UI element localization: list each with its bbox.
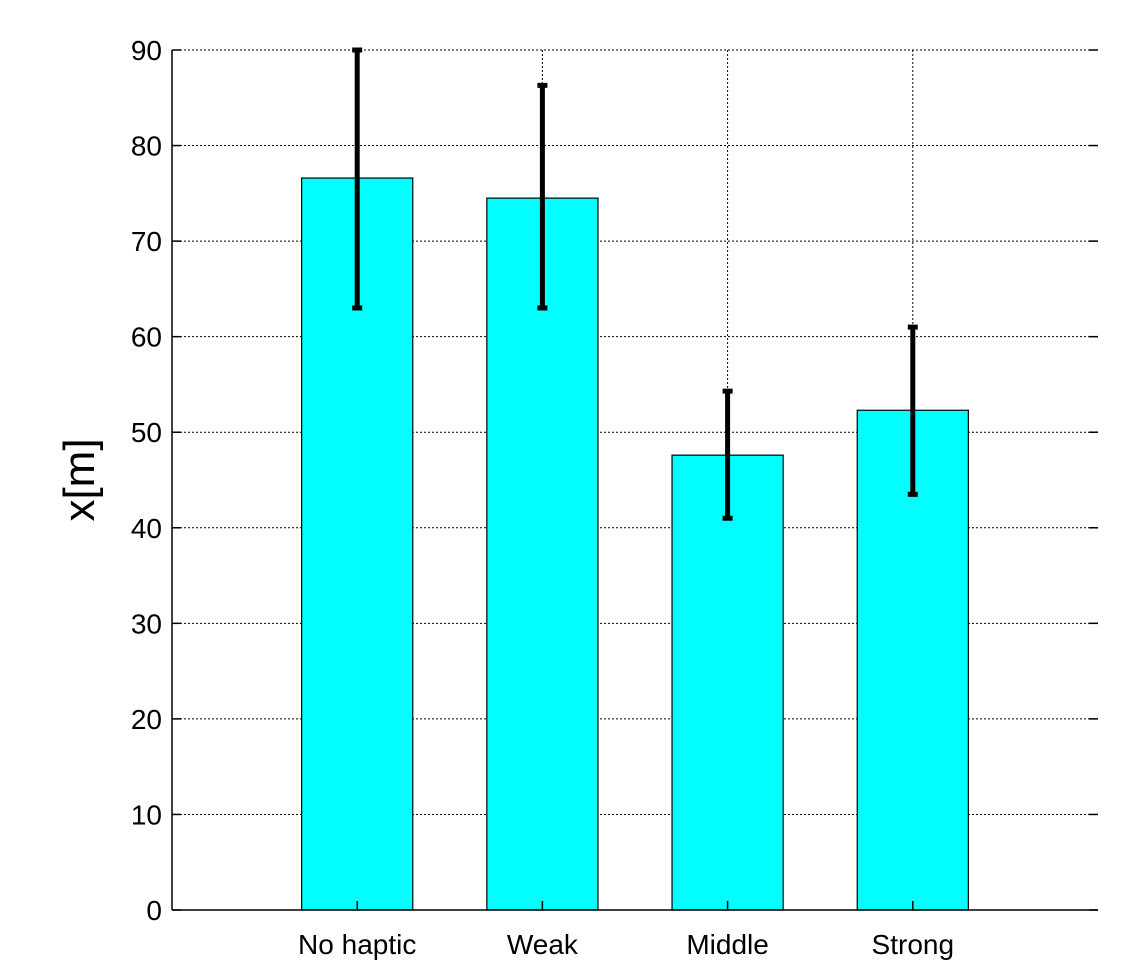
error-bars	[352, 47, 918, 521]
bar-middle	[671, 454, 784, 911]
error-bar-middle	[722, 388, 733, 521]
error-bar-weak	[537, 82, 548, 311]
x-tick-label: No haptic	[298, 929, 416, 960]
y-tick-label: 20	[131, 704, 162, 735]
y-tick-label: 0	[146, 895, 162, 926]
x-tick-label: Weak	[507, 929, 579, 960]
x-tick-label: Strong	[872, 929, 955, 960]
axes	[171, 49, 1098, 911]
y-tick-label: 90	[131, 35, 162, 66]
x-tick-label: Middle	[686, 929, 768, 960]
y-tick-label: 80	[131, 131, 162, 162]
y-tick-label: 40	[131, 513, 162, 544]
y-tick-label: 70	[131, 226, 162, 257]
y-tick-label: 30	[131, 608, 162, 639]
bars	[301, 177, 969, 911]
y-tick-label: 50	[131, 417, 162, 448]
tick-labels: 0 10 20 30 40 50 60 70 80 90 No haptic Weak Middle St…	[131, 35, 954, 960]
y-axis-label: x[m]	[55, 438, 104, 521]
error-bar-strong	[907, 324, 918, 497]
y-tick-label: 60	[131, 322, 162, 353]
error-bar-no-haptic	[352, 47, 363, 311]
y-tick-label: 10	[131, 799, 162, 830]
